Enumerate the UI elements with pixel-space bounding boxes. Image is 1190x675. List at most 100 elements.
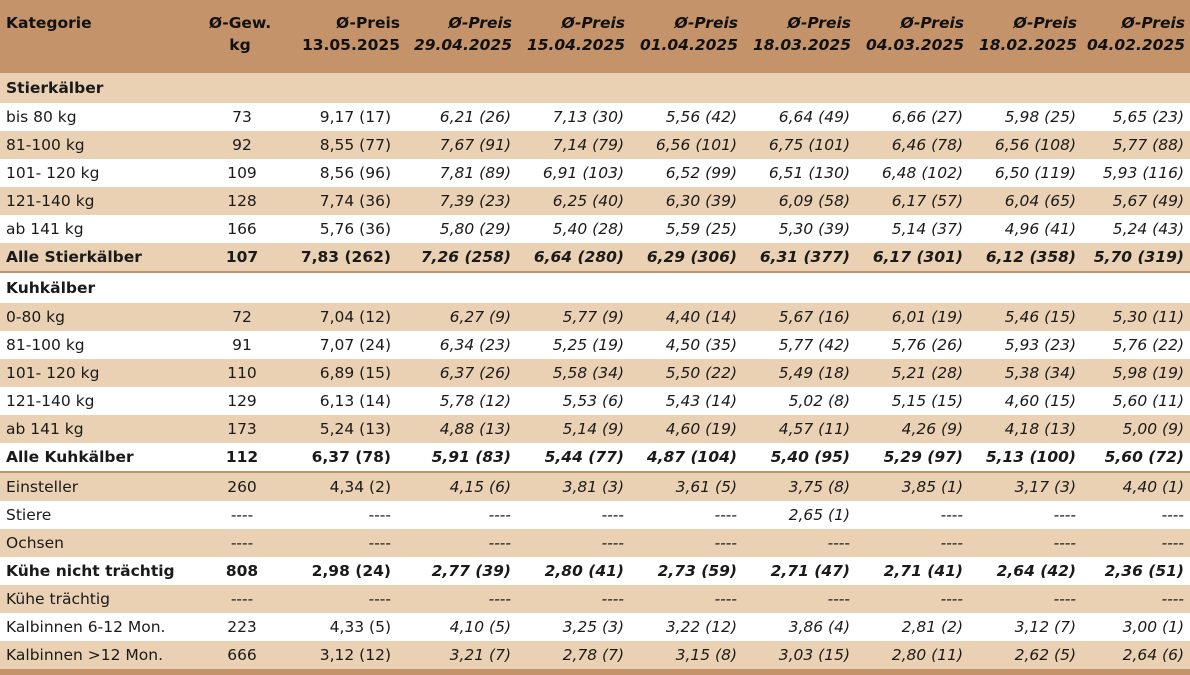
table-row: Stiere ---- ---- ---- ---- ---- 2,65 (1) ---- --… [0, 501, 1190, 529]
price-cell: 3,00 (1) [1122, 618, 1184, 636]
price-cell: 5,53 (6) [562, 392, 624, 410]
price-cell: 6,64 (280) [517, 243, 630, 273]
price-cell: 6,30 (39) [665, 192, 737, 210]
price-cell: ---- [714, 506, 737, 524]
price-cell: 5,29 (97) [856, 443, 969, 473]
row-weight: 72 [232, 308, 252, 326]
price-cell: 6,56 (108) [994, 136, 1076, 154]
price-cell: 2,71 (41) [883, 562, 963, 580]
header-price-7: Ø-Preis 04.02.2025 [1082, 0, 1190, 73]
header-weight-line1: Ø-Gew. [208, 14, 272, 32]
row-weight: 173 [227, 420, 257, 438]
price-cell: 5,59 (25) [665, 220, 737, 238]
price-cell: 5,93 (116) [1102, 164, 1184, 182]
header-price-date: 13.05.2025 [301, 36, 400, 54]
price-cell: 5,13 (100) [969, 443, 1082, 473]
price-cell: ---- [940, 534, 963, 552]
price-cell: 7,39 (23) [439, 192, 511, 210]
price-cell: 8,56 (96) [319, 164, 391, 182]
table-header: Kategorie Ø-Gew. kg Ø-Preis 13.05.2025 Ø-P… [0, 0, 1190, 73]
price-cell: 5,56 (42) [665, 108, 737, 126]
price-cell: 3,21 (7) [449, 646, 511, 664]
price-cell: 5,02 (8) [788, 392, 850, 410]
row-label: 121-140 kg [6, 392, 95, 410]
price-cell: 6,66 (27) [891, 108, 963, 126]
header-price-date: 29.04.2025 [413, 36, 512, 54]
price-cell: ---- [488, 590, 511, 608]
row-label: bis 80 kg [6, 108, 77, 126]
price-cell: 6,34 (23) [439, 336, 511, 354]
row-label: Stiere [6, 506, 52, 524]
section-row: Stierkälber [0, 73, 1190, 103]
header-price-label: Ø-Preis [336, 14, 400, 32]
price-cell: 5,50 (22) [665, 364, 737, 382]
row-weight: 666 [227, 646, 257, 664]
price-cell: 2,65 (1) [788, 506, 850, 524]
price-cell: 2,36 (51) [1104, 562, 1184, 580]
price-cell: ---- [714, 534, 737, 552]
price-cell: 5,65 (23) [1112, 108, 1184, 126]
price-cell: ---- [601, 590, 624, 608]
price-cell: 5,77 (88) [1112, 136, 1184, 154]
price-cell: 4,40 (14) [665, 308, 737, 326]
row-label: Kühe nicht trächtig [6, 562, 175, 580]
table-row: bis 80 kg 73 9,17 (17) 6,21 (26) 7,13 (30) 5,… [0, 103, 1190, 131]
price-cell: 5,93 (23) [1004, 336, 1076, 354]
price-cell: 5,77 (42) [778, 336, 850, 354]
table-row: 101- 120 kg 109 8,56 (96) 7,81 (89) 6,91 (10… [0, 159, 1190, 187]
price-cell: 6,29 (306) [630, 243, 743, 273]
price-cell: ---- [488, 534, 511, 552]
price-cell: 6,12 (358) [969, 243, 1082, 273]
table-row: ab 141 kg 166 5,76 (36) 5,80 (29) 5,40 (28) 5… [0, 215, 1190, 243]
row-weight: 73 [232, 108, 252, 126]
price-cell: ---- [368, 506, 391, 524]
table-row: Kühe trächtig ---- ---- ---- ---- ---- ---- ---… [0, 585, 1190, 613]
price-cell: 6,56 (101) [655, 136, 737, 154]
section-row: Kuhkälber [0, 272, 1190, 303]
price-cell: 4,88 (13) [439, 420, 511, 438]
price-cell: 7,74 (36) [319, 192, 391, 210]
row-weight: 166 [227, 220, 257, 238]
price-cell: 5,70 (319) [1082, 243, 1190, 273]
price-cell: 2,62 (5) [1014, 646, 1076, 664]
price-cell: 5,60 (11) [1112, 392, 1184, 410]
price-cell: 5,98 (19) [1112, 364, 1184, 382]
price-cell: ---- [827, 534, 850, 552]
row-weight: 110 [227, 364, 257, 382]
price-cell: 3,75 (8) [788, 478, 850, 496]
row-label: Ochsen [6, 534, 64, 552]
header-price-label: Ø-Preis [561, 14, 625, 32]
price-cell: 3,25 (3) [562, 618, 624, 636]
price-cell: 5,67 (16) [778, 308, 850, 326]
price-cell: 4,57 (11) [778, 420, 850, 438]
table-row: 121-140 kg 128 7,74 (36) 7,39 (23) 6,25 (40)… [0, 187, 1190, 215]
price-cell: 3,17 (3) [1014, 478, 1076, 496]
price-cell: 7,67 (91) [439, 136, 511, 154]
row-weight: 91 [232, 336, 252, 354]
row-label: 101- 120 kg [6, 164, 100, 182]
price-cell: 9,17 (17) [319, 108, 391, 126]
row-label: ab 141 kg [6, 420, 84, 438]
price-cell: 3,61 (5) [675, 478, 737, 496]
price-cell: 4,96 (41) [1004, 220, 1076, 238]
price-cell: 5,98 (25) [1004, 108, 1076, 126]
price-cell: 3,12 (7) [1014, 618, 1076, 636]
row-weight: 128 [227, 192, 257, 210]
price-cell: 7,04 (12) [319, 308, 391, 326]
price-cell: ---- [601, 534, 624, 552]
header-price-5: Ø-Preis 04.03.2025 [856, 0, 969, 73]
bottom-rule [0, 669, 1190, 675]
price-cell: 4,40 (1) [1122, 478, 1184, 496]
price-cell: 6,91 (103) [542, 164, 624, 182]
price-cell: 5,40 (28) [552, 220, 624, 238]
price-cell: 7,81 (89) [439, 164, 511, 182]
price-cell: 2,77 (39) [431, 562, 511, 580]
table-row: Ochsen ---- ---- ---- ---- ---- ---- ---- ---- --… [0, 529, 1190, 557]
header-price-6: Ø-Preis 18.02.2025 [969, 0, 1082, 73]
price-cell: 6,37 (26) [439, 364, 511, 382]
header-price-date: 04.03.2025 [865, 36, 964, 54]
row-label: Kalbinnen 6-12 Mon. [6, 618, 166, 636]
price-cell: ---- [714, 590, 737, 608]
row-weight: 808 [225, 562, 259, 580]
